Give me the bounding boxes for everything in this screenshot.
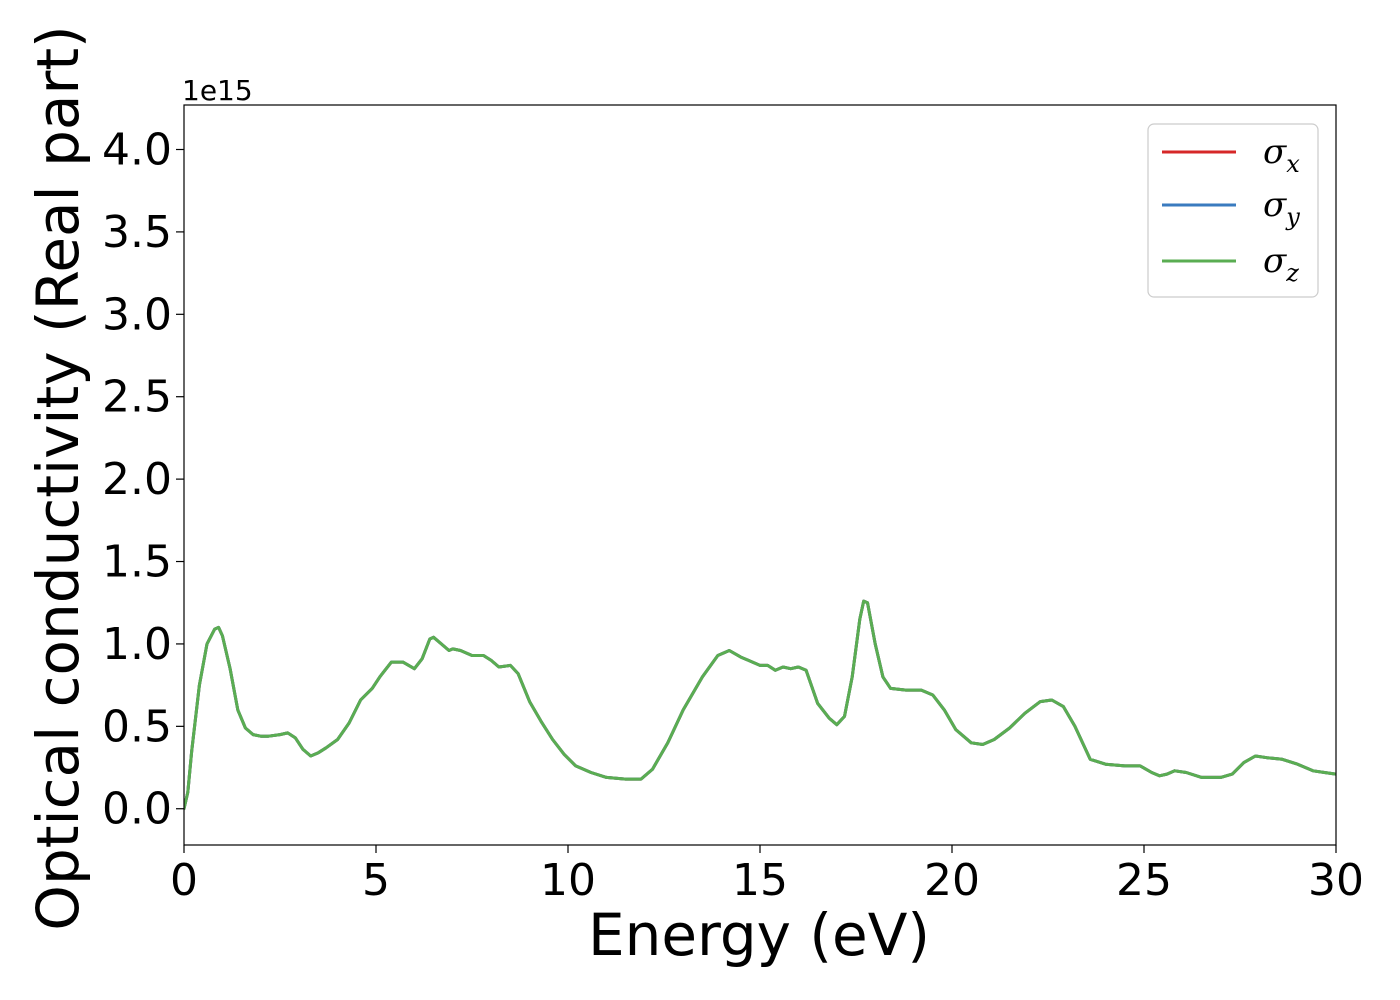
y-tick-label: 1.5: [102, 537, 172, 588]
y-axis-ticks: 0.0 0.5 1.0 1.5 2.0 2.5 3.0 3.5 4.0: [102, 124, 184, 835]
x-tick-label: 0: [170, 855, 198, 906]
series-line-z: [184, 599, 1336, 811]
y-tick-label: 2.0: [102, 454, 172, 505]
x-tick-label: 5: [362, 855, 390, 906]
y-tick-label: 4.0: [102, 124, 172, 175]
y-tick-label: 0.0: [102, 784, 172, 835]
y-tick-label: 3.5: [102, 207, 172, 258]
y-tick-label: 0.5: [102, 701, 172, 752]
plot-area: [183, 104, 1337, 846]
x-tick-label: 30: [1308, 855, 1364, 906]
x-axis-title: Energy (eV): [588, 901, 930, 969]
y-tick-label: 3.0: [102, 289, 172, 340]
x-axis-ticks: 0 5 10 15 20 25 30: [170, 845, 1364, 906]
y-tick-label: 2.5: [102, 372, 172, 423]
x-tick-label: 15: [732, 855, 788, 906]
x-tick-label: 25: [1116, 855, 1172, 906]
y-tick-label: 1.0: [102, 619, 172, 670]
x-tick-label: 10: [540, 855, 596, 906]
x-tick-label: 20: [924, 855, 980, 906]
y-axis-offset-label: 1e15: [182, 74, 253, 107]
legend-frame: [1147, 123, 1319, 298]
y-axis-title: Optical conductivity (Real part): [24, 25, 92, 930]
